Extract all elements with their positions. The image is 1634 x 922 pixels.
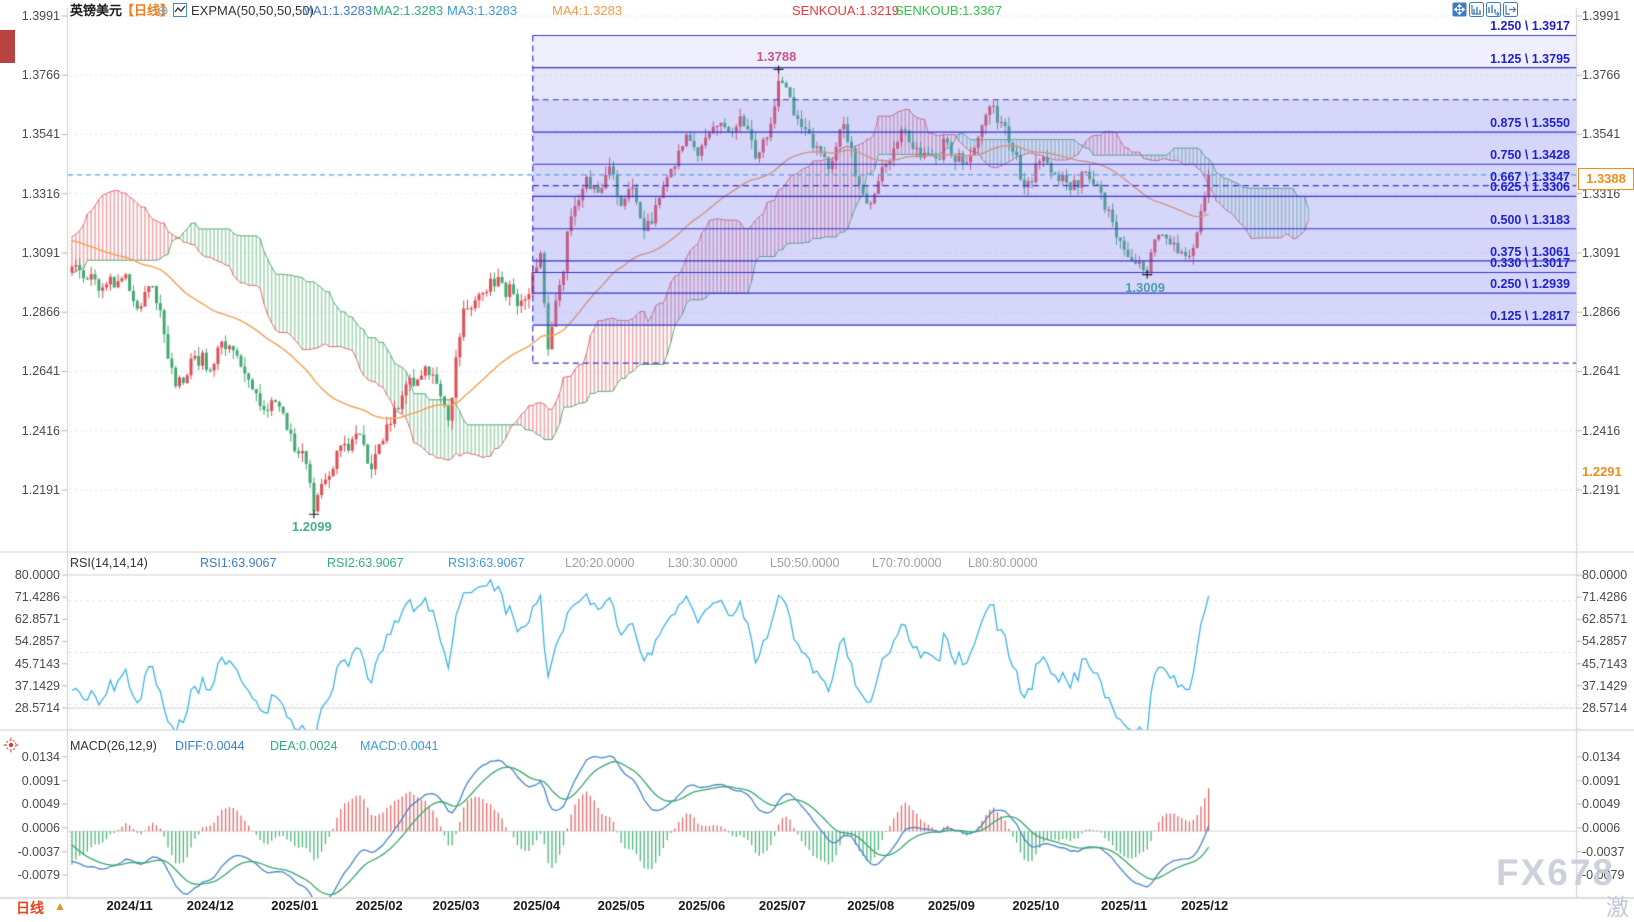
scale-axis-icon[interactable]: [1469, 2, 1484, 17]
pan-icon[interactable]: [1452, 2, 1467, 17]
indicator-window-icon[interactable]: [1486, 2, 1501, 17]
period-selector-button[interactable]: 日线: [16, 900, 44, 916]
exit-icon[interactable]: [1503, 2, 1518, 17]
